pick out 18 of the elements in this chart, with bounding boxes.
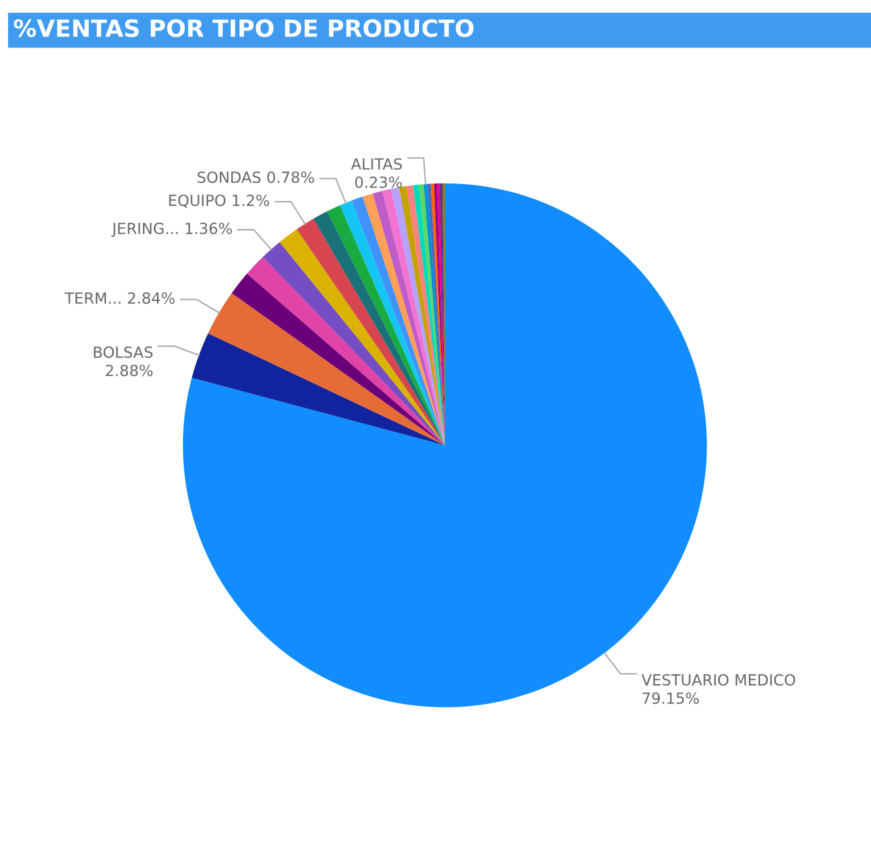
slice-label: BOLSAS (94, 346, 153, 358)
data-label: 0.23% (355, 176, 402, 188)
data-label: 2.88% (106, 364, 153, 376)
slice-label: VESTUARIO MEDICO (642, 674, 796, 686)
pie-slice (424, 184, 445, 446)
pie-slice (406, 185, 445, 446)
pie-slice (418, 184, 445, 446)
slice-label: EQUIPO 1.2% (169, 194, 270, 208)
slice-label: TERM... 2.84% (64, 292, 175, 304)
pie-slice (208, 293, 445, 446)
slice-label: ALITAS (351, 158, 402, 170)
slice-label: SONDAS 0.78% (198, 171, 314, 184)
chart-title: %VENTAS POR TIPO DE PRODUCTO (14, 19, 474, 38)
pie-slice (427, 184, 445, 446)
pie-slice (192, 333, 445, 446)
slice-label: JERING... 1.36% (111, 222, 232, 238)
data-label: 79.15% (642, 692, 699, 704)
pie-slice (430, 184, 445, 446)
